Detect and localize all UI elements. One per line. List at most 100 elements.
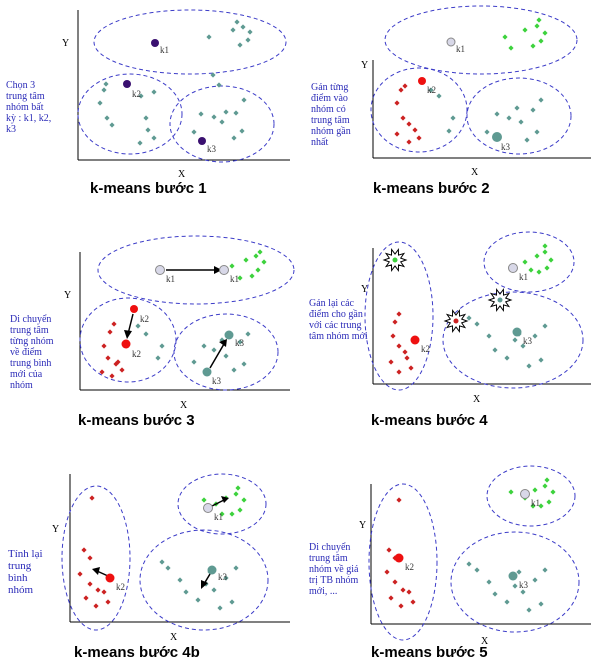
data-point <box>514 105 520 111</box>
data-points <box>77 495 111 609</box>
data-point <box>239 128 245 134</box>
reassigned-point <box>497 297 503 303</box>
data-point <box>145 127 151 133</box>
arrowhead <box>214 266 222 274</box>
panel-step-5: Y X k1 k2 k3 Di chuyển trung tâm nhóm về g… <box>301 444 602 667</box>
data-point <box>159 559 165 565</box>
centroid-label-k1: k1 <box>519 272 528 282</box>
note-line: trung bình <box>10 358 52 369</box>
data-point <box>249 273 255 279</box>
data-point <box>231 367 237 373</box>
data-point <box>219 511 225 517</box>
x-axis-label: X <box>178 169 186 180</box>
centroid-label-k1: k1 <box>456 44 465 54</box>
data-point <box>538 503 544 509</box>
x-axis-label: X <box>471 167 479 178</box>
data-point <box>191 359 197 365</box>
data-point <box>217 605 223 611</box>
data-point <box>245 331 251 337</box>
data-point <box>474 321 480 327</box>
step-caption: k-means bước 1 <box>90 180 207 197</box>
data-points <box>394 83 422 145</box>
note-line: mới của <box>10 369 43 380</box>
data-point <box>231 135 237 141</box>
data-point <box>257 249 263 255</box>
data-point <box>526 363 532 369</box>
data-point <box>386 547 392 553</box>
data-point <box>396 311 402 317</box>
diagram-step-4b: Y X k1 k2 k3 <box>52 473 290 643</box>
data-point <box>534 23 540 29</box>
centroid-k3-old <box>202 367 212 377</box>
data-points <box>384 497 416 609</box>
data-point <box>512 337 518 343</box>
centroid-k2 <box>105 573 115 583</box>
data-point <box>534 253 540 259</box>
data-point <box>206 34 212 40</box>
data-point <box>237 507 243 513</box>
centroid-k3 <box>198 137 206 145</box>
data-point <box>450 115 456 121</box>
data-point <box>241 97 247 103</box>
data-point <box>230 27 236 33</box>
data-point <box>151 135 157 141</box>
y-axis-label: Y <box>359 520 366 531</box>
data-points <box>388 311 414 375</box>
cluster-outline <box>173 313 279 391</box>
data-point <box>229 263 235 269</box>
data-point <box>542 249 548 255</box>
diagram-step-4: Y X k1 k2 k3 <box>361 231 591 405</box>
cluster-outline <box>483 231 575 293</box>
data-point <box>201 343 207 349</box>
note-line: Tính lại <box>8 548 43 560</box>
data-point <box>546 499 552 505</box>
data-point <box>536 269 542 275</box>
cluster-outline <box>97 235 295 305</box>
cluster-outline <box>384 5 578 75</box>
cluster-outline <box>139 529 269 631</box>
centroid-label-k3: k3 <box>212 376 222 386</box>
step-caption: k-means bước 5 <box>371 644 488 661</box>
centroid-k1 <box>520 489 530 499</box>
data-point <box>223 109 229 115</box>
data-points <box>201 485 247 517</box>
data-point <box>97 100 103 106</box>
step-note: Tính lại trung bình nhóm <box>8 548 56 596</box>
data-point <box>165 565 171 571</box>
data-point <box>155 355 161 361</box>
data-point <box>81 547 87 553</box>
move-arrow <box>209 343 225 369</box>
arrowhead <box>92 567 100 575</box>
centroid-k2 <box>410 335 420 345</box>
data-point <box>542 483 548 489</box>
data-point <box>396 343 402 349</box>
data-points <box>466 315 548 369</box>
centroid-k3 <box>492 132 502 142</box>
data-point <box>484 129 490 135</box>
data-point <box>233 110 239 116</box>
data-point <box>492 591 498 597</box>
centroid-label-k1: k1 <box>166 274 175 284</box>
centroid-k3 <box>207 565 217 575</box>
data-point <box>151 89 157 95</box>
data-point <box>538 38 544 44</box>
data-point <box>502 34 508 40</box>
note-line: điểm vào <box>311 93 348 104</box>
data-point <box>530 107 536 113</box>
data-points <box>99 321 125 379</box>
x-axis-label: X <box>473 394 481 405</box>
data-point <box>508 45 514 51</box>
data-point <box>406 139 412 145</box>
data-point <box>544 265 550 271</box>
data-point <box>87 555 93 561</box>
data-point <box>520 589 526 595</box>
diagram-step-2: Y X k1 k2 k3 <box>361 5 591 178</box>
data-point <box>135 323 141 329</box>
data-point <box>492 347 498 353</box>
data-point <box>211 114 217 120</box>
note-line: trị TB nhóm <box>309 575 359 586</box>
centroid-label-k1: k1 <box>230 274 239 284</box>
data-point <box>105 355 111 361</box>
data-point <box>528 267 534 273</box>
data-point <box>233 491 239 497</box>
